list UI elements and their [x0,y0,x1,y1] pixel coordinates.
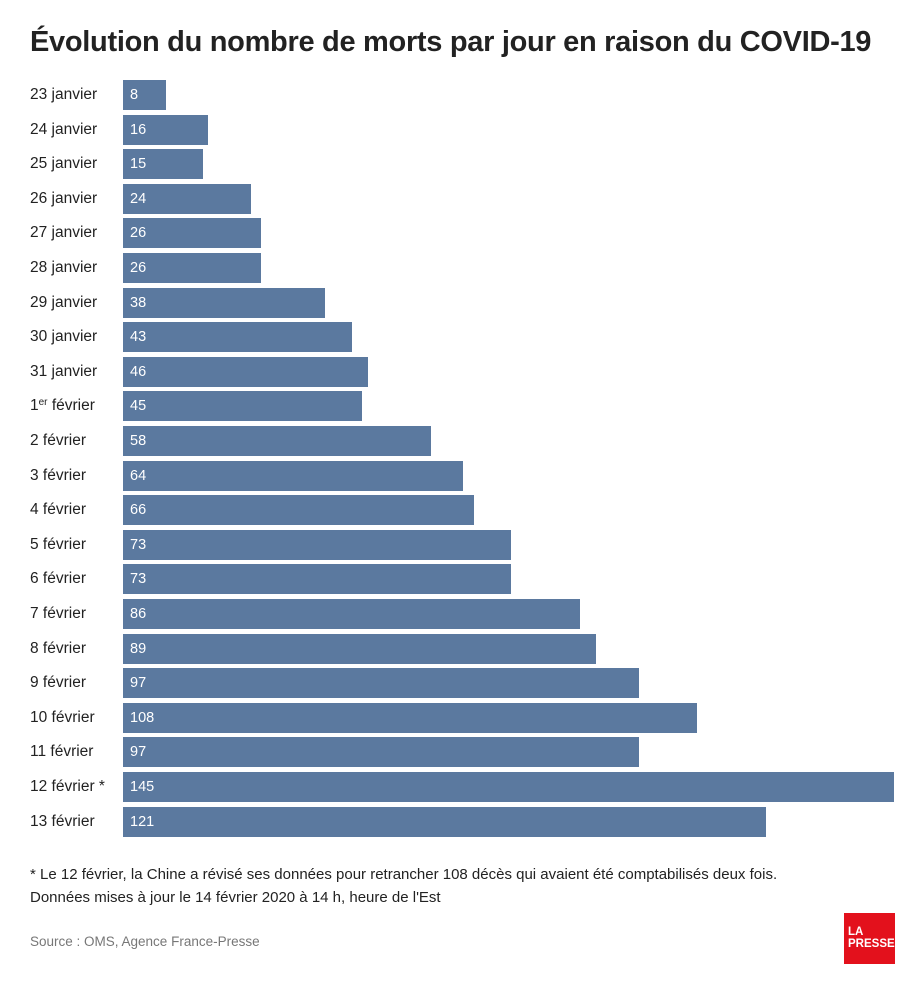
bar-value-label: 97 [130,675,147,692]
bar-row: 10 février 108 [0,702,924,733]
logo-line-1: LA [848,926,864,938]
bar: 89 [123,633,597,664]
category-label: 29 janvier [30,293,98,311]
category-label: 28 janvier [30,259,98,276]
footnote-update-date: Données mises à jour le 14 février 2020 … [30,889,441,906]
bar-row: 23 janvier 8 [0,80,924,110]
category-label: 6 février [30,570,86,588]
bar-value-label: 73 [130,571,147,588]
category-label: 2 février [30,432,86,449]
category-label: 10 février [30,708,95,726]
category-label: 23 janvier [30,86,98,103]
bar-value-label: 16 [130,121,147,138]
bar-row: 5 février 73 [0,529,924,560]
category-label: 1er février [30,397,95,415]
category-label: 11 février [30,743,94,761]
category-label: 25 janvier [30,155,98,173]
bar: 16 [123,114,209,145]
bar-row: 30 janvier 43 [0,322,924,353]
bar-row: 6 février 73 [0,564,924,595]
bar: 38 [123,287,326,318]
bar: 26 [123,218,262,249]
category-label: 31 janvier [30,362,98,380]
bar-value-label: 64 [130,467,147,484]
bar-value-label: 24 [130,190,147,207]
bar-value-label: 38 [130,294,147,311]
bar-value-label: 66 [130,502,147,519]
bar-row: 7 février 86 [0,599,924,629]
bar: 108 [123,702,698,733]
bar-row: 12 février * 145 [0,772,924,802]
category-label: 30 janvier [30,328,98,346]
bar-value-label: 86 [130,606,147,622]
bar: 86 [123,599,581,629]
bar: 26 [123,253,262,283]
bar-value-label: 45 [130,398,147,415]
bar: 73 [123,529,512,560]
bar-row: 25 janvier 15 [0,149,924,180]
bar-row: 27 janvier 26 [0,218,924,249]
bar-row: 13 février 121 [0,806,924,837]
bar-value-label: 46 [130,363,147,380]
bar: 66 [123,495,474,526]
bar-row: 9 février 97 [0,668,924,699]
chart-title: Évolution du nombre de morts par jour en… [30,26,872,58]
bar-row: 2 février 58 [0,426,924,456]
bar: 8 [123,80,166,110]
category-label: 26 janvier [30,189,98,207]
category-label: 27 janvier [30,224,98,242]
bar: 58 [123,426,432,456]
category-label: 5 février [30,535,86,553]
bar-value-label: 26 [130,225,147,242]
bar: 43 [123,322,352,353]
bar: 97 [123,737,639,768]
bar-row: 31 janvier 46 [0,356,924,387]
category-label: 4 février [30,501,86,519]
bar-value-label: 43 [130,329,147,346]
bar: 97 [123,668,639,699]
source-note: Source : OMS, Agence France-Presse [30,934,260,949]
footnote-revision: * Le 12 février, la Chine a révisé ses d… [30,866,778,883]
bar-row: 8 février 89 [0,633,924,664]
bar-row: 4 février 66 [0,495,924,526]
bar: 145 [123,772,894,802]
logo-line-2: PRESSE [848,938,895,950]
bar-value-label: 8 [130,87,139,103]
bar-value-label: 145 [130,779,155,795]
category-label: 8 février [30,639,86,657]
category-label: 7 février [30,605,86,622]
bar-row: 28 janvier 26 [0,253,924,283]
bar: 64 [123,460,464,491]
category-label: 12 février * [30,778,105,795]
category-label: 13 février [30,812,95,830]
category-label: 9 février [30,674,86,692]
bar-row: 24 janvier 16 [0,114,924,145]
bar: 45 [123,391,363,422]
bar-value-label: 121 [130,813,155,830]
category-label: 3 février [30,466,86,484]
bar-value-label: 89 [130,640,147,657]
bar-value-label: 26 [130,260,147,276]
bar: 46 [123,356,368,387]
bar-value-label: 58 [130,433,147,449]
bar-value-label: 97 [130,744,147,761]
bar: 121 [123,806,767,837]
la-presse-logo: LA PRESSE [844,913,895,964]
bar-chart: 23 janvier 8 24 janvier 16 25 janvier 15 26 ja… [0,80,924,845]
bar-row: 3 février 64 [0,460,924,491]
category-label: 24 janvier [30,120,98,138]
bar-row: 26 janvier 24 [0,183,924,214]
bar: 73 [123,564,512,595]
bar-value-label: 73 [130,536,147,553]
bar-row: 11 février 97 [0,737,924,768]
bar-row: 29 janvier 38 [0,287,924,318]
bar: 24 [123,183,251,214]
bar-value-label: 15 [130,156,147,173]
bar-value-label: 108 [130,709,155,726]
bar: 15 [123,149,203,180]
bar-row: 1er février 45 [0,391,924,422]
